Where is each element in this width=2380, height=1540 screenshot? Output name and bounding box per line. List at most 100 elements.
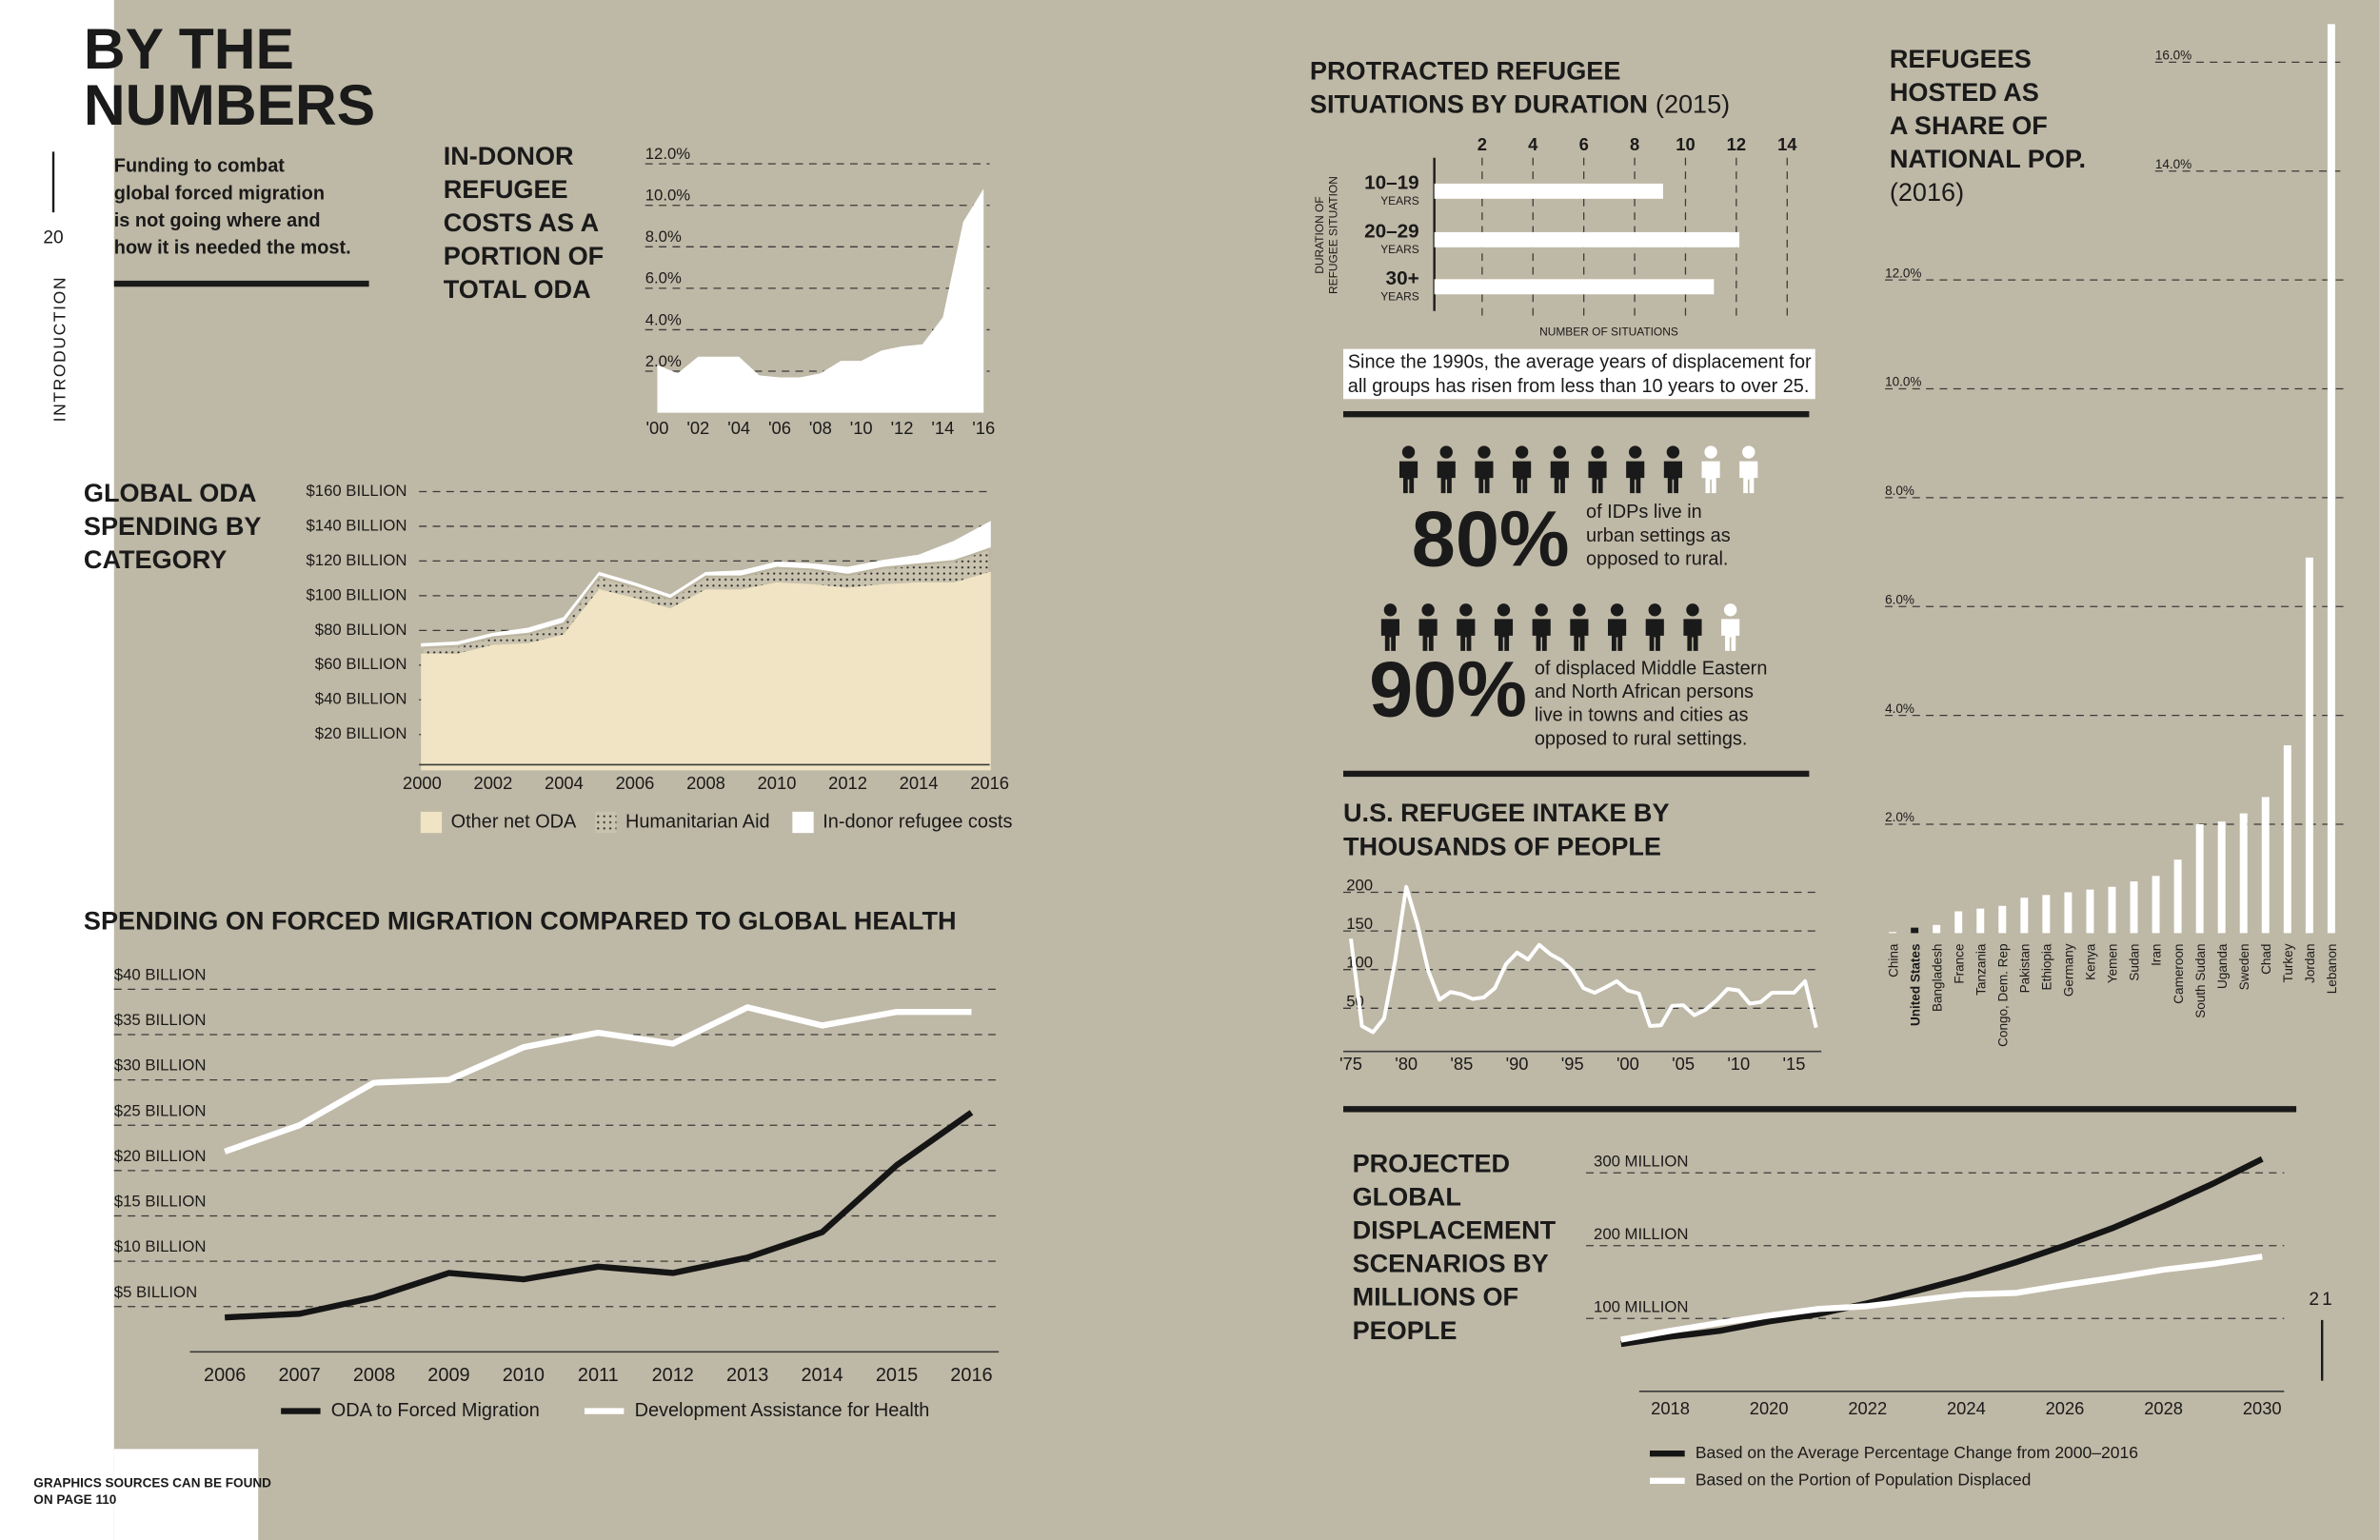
x-tick-label: '80 — [1395, 1054, 1418, 1074]
legend-swatch — [420, 811, 443, 834]
x-tick-label: '04 — [727, 418, 750, 438]
category-unit: YEARS — [1380, 194, 1419, 207]
y-tick-label: 14.0% — [2155, 157, 2192, 171]
x-axis-label: NUMBER OF SITUATIONS — [1539, 325, 1678, 338]
icon-head — [1742, 445, 1755, 459]
icon-body — [1532, 619, 1551, 651]
bar — [2327, 24, 2335, 934]
x-tick-label: Cameroon — [2172, 944, 2186, 1004]
chart-title: COSTS AS A — [444, 207, 599, 237]
y-tick-label: 4.0% — [1885, 701, 1914, 716]
stat-value: 80% — [1412, 495, 1570, 583]
legend-swatch — [792, 811, 814, 834]
person-icon — [1683, 603, 1702, 651]
bar — [2130, 881, 2138, 934]
stat-text: live in towns and cities as — [1535, 705, 1749, 726]
icon-body — [1494, 619, 1514, 651]
x-tick-label: '05 — [1672, 1054, 1695, 1074]
x-tick-label: '06 — [768, 418, 791, 438]
x-tick-label: 2 — [1478, 134, 1487, 154]
y-tick-label: 12.0% — [1885, 266, 1921, 280]
bar — [1911, 927, 1919, 934]
x-tick-label: 2002 — [474, 773, 513, 793]
x-tick-label: '95 — [1561, 1054, 1584, 1074]
note-box — [1343, 348, 1815, 400]
chart-title: MILLIONS OF — [1353, 1282, 1519, 1312]
y-tick-label: 8.0% — [645, 227, 682, 246]
x-tick-label: 2022 — [1848, 1398, 1887, 1418]
y-tick-label: 10.0% — [645, 187, 691, 205]
y-tick-label: 6.0% — [645, 269, 682, 287]
stat-text: urban settings as — [1586, 525, 1731, 546]
y-tick-label: $35 BILLION — [114, 1011, 207, 1029]
y-tick-label: 100 MILLION — [1594, 1298, 1688, 1316]
x-tick-label: 2000 — [403, 773, 442, 793]
chart-title: REFUGEE — [444, 174, 568, 204]
icon-head — [1723, 603, 1737, 617]
x-tick-label: 4 — [1528, 134, 1538, 154]
bar — [1954, 911, 1963, 934]
x-tick-label: 2020 — [1750, 1398, 1789, 1418]
x-tick-label: 2009 — [427, 1365, 469, 1386]
y-tick-label: $40 BILLION — [114, 965, 207, 983]
y-tick-label: 6.0% — [1885, 592, 1914, 606]
x-tick-label: France — [1952, 944, 1966, 984]
intro-text: Funding to combat — [114, 156, 285, 177]
chart-title: TOTAL ODA — [444, 274, 591, 304]
y-tick-label: $60 BILLION — [315, 655, 407, 673]
x-tick-label: '00 — [1616, 1054, 1639, 1074]
icon-head — [1459, 603, 1473, 617]
person-icon — [1475, 445, 1494, 494]
bar — [1889, 932, 1897, 934]
x-tick-label: '12 — [891, 418, 914, 438]
x-tick-label: 2018 — [1651, 1398, 1690, 1418]
icon-head — [1439, 445, 1453, 459]
category-label: 30+ — [1386, 267, 1419, 289]
area — [421, 571, 991, 771]
stat-text: of displaced Middle Eastern — [1535, 658, 1768, 679]
y-tick-label: 200 — [1346, 877, 1373, 895]
bar — [2283, 745, 2291, 934]
chart-title: SITUATIONS BY DURATION — [1310, 89, 1648, 119]
page-number: 21 — [2309, 1290, 2335, 1310]
x-tick-label: Kenya — [2084, 943, 2098, 980]
x-tick-label: '75 — [1339, 1054, 1362, 1074]
category-unit: YEARS — [1380, 290, 1419, 304]
x-tick-label: 2026 — [2046, 1398, 2085, 1418]
x-tick-label: 10 — [1676, 134, 1695, 154]
x-tick-label: Turkey — [2281, 943, 2295, 982]
chart-title: SCENARIOS BY — [1353, 1249, 1549, 1278]
line — [225, 1110, 974, 1321]
bar — [1434, 231, 1740, 247]
x-tick-label: 2006 — [204, 1365, 246, 1386]
note-text: all groups has risen from less than 10 y… — [1348, 376, 1810, 397]
y-tick-label: 300 MILLION — [1594, 1152, 1688, 1170]
icon-body — [1550, 461, 1569, 494]
area — [657, 188, 984, 413]
icon-body — [1721, 619, 1740, 651]
person-icon — [1513, 445, 1532, 494]
chart-title: U.S. REFUGEE INTAKE BY — [1343, 798, 1670, 827]
icon-head — [1591, 445, 1604, 459]
icon-head — [1666, 445, 1680, 459]
y-tick-label: 4.0% — [645, 310, 682, 328]
x-tick-label: '16 — [972, 418, 995, 438]
line — [224, 1004, 972, 1155]
y-tick-label: $30 BILLION — [114, 1056, 207, 1075]
icon-head — [1573, 603, 1586, 617]
x-tick-label: 2015 — [876, 1365, 918, 1386]
x-tick-label: Jordan — [2303, 944, 2317, 983]
icon-body — [1418, 619, 1438, 651]
icon-body — [1437, 461, 1456, 494]
x-tick-label: Sudan — [2128, 944, 2142, 981]
y-tick-label: $120 BILLION — [306, 551, 407, 569]
x-tick-label: 2008 — [353, 1365, 395, 1386]
person-icon — [1588, 445, 1607, 494]
icon-body — [1701, 461, 1720, 494]
y-tick-label: $15 BILLION — [114, 1193, 207, 1211]
person-icon — [1532, 603, 1551, 651]
bar — [2173, 859, 2182, 934]
bar — [2086, 889, 2094, 934]
stat-text: and North African persons — [1535, 681, 1754, 702]
icon-body — [1608, 619, 1627, 651]
